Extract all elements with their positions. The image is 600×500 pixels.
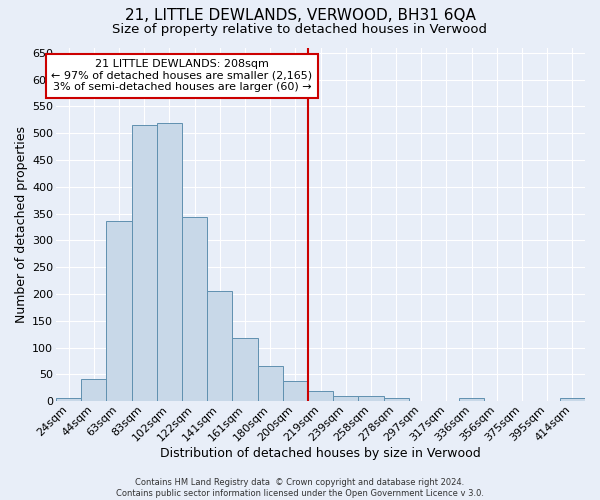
Bar: [283, 380, 308, 401]
Y-axis label: Number of detached properties: Number of detached properties: [15, 126, 28, 323]
Bar: [257, 366, 283, 401]
Bar: [56, 398, 81, 401]
Bar: [459, 398, 484, 401]
Bar: [207, 292, 232, 401]
Text: 21 LITTLE DEWLANDS: 208sqm
← 97% of detached houses are smaller (2,165)
3% of se: 21 LITTLE DEWLANDS: 208sqm ← 97% of deta…: [52, 60, 313, 92]
X-axis label: Distribution of detached houses by size in Verwood: Distribution of detached houses by size …: [160, 447, 481, 460]
Bar: [81, 378, 106, 401]
Bar: [383, 398, 409, 401]
Bar: [333, 396, 358, 401]
Bar: [232, 338, 257, 401]
Bar: [308, 392, 333, 401]
Bar: [157, 122, 182, 401]
Text: 21, LITTLE DEWLANDS, VERWOOD, BH31 6QA: 21, LITTLE DEWLANDS, VERWOOD, BH31 6QA: [125, 8, 475, 22]
Text: Contains HM Land Registry data  © Crown copyright and database right 2024.
Conta: Contains HM Land Registry data © Crown c…: [116, 478, 484, 498]
Bar: [182, 218, 207, 401]
Text: Size of property relative to detached houses in Verwood: Size of property relative to detached ho…: [113, 22, 487, 36]
Bar: [106, 220, 131, 401]
Bar: [560, 398, 585, 401]
Bar: [358, 396, 383, 401]
Bar: [131, 125, 157, 401]
